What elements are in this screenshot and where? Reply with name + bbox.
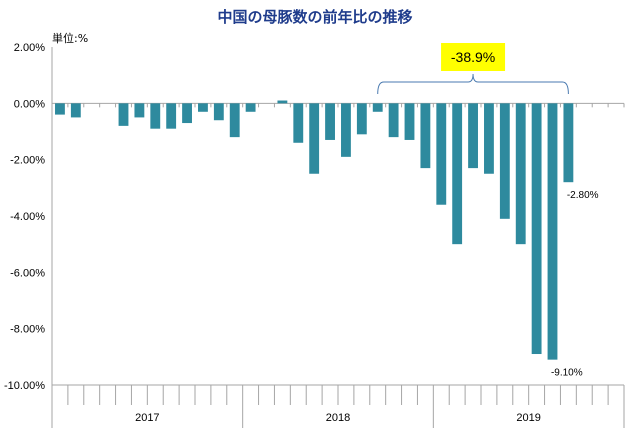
y-tick-label: -8.00%	[10, 324, 45, 336]
callout-layer: -38.9%	[377, 43, 569, 95]
bar	[420, 103, 431, 169]
callout-bracket	[377, 73, 569, 95]
bar	[134, 103, 145, 118]
chart-title: 中国の母豚数の前年比の推移	[217, 8, 413, 26]
bar	[325, 103, 335, 140]
bar	[515, 103, 526, 245]
callout-text: -38.9%	[451, 49, 495, 65]
y-tick-label: -10.00%	[4, 380, 45, 392]
data-label: -2.80%	[567, 190, 599, 201]
bar-layer	[55, 100, 574, 360]
bar	[563, 103, 574, 183]
bar	[198, 103, 208, 112]
y-tick-label: -2.00%	[10, 155, 45, 167]
bar	[499, 103, 510, 219]
year-label: 2018	[326, 412, 350, 424]
bar	[452, 103, 463, 245]
label-layer: 2.00% 0.00% -2.00% -4.00% -6.00% -8.00% -10.00…	[4, 42, 599, 424]
bar	[484, 103, 494, 174]
bar	[372, 103, 383, 112]
bar	[277, 100, 288, 104]
bar	[388, 103, 399, 138]
bar	[213, 103, 224, 121]
bar	[404, 103, 415, 140]
bar	[356, 103, 367, 135]
axis-layer	[51, 47, 625, 428]
bar	[309, 103, 320, 174]
y-tick-label: 0.00%	[14, 98, 45, 110]
bar	[150, 103, 161, 129]
callout-box	[441, 43, 506, 71]
year-label: 2017	[135, 412, 159, 424]
bar	[436, 103, 447, 205]
bar	[341, 103, 351, 157]
bar	[118, 103, 129, 126]
bar	[468, 103, 478, 169]
y-tick-label: -6.00%	[10, 267, 45, 279]
y-tick-label: 2.00%	[14, 42, 45, 54]
bar	[166, 103, 177, 129]
bar	[55, 103, 65, 115]
unit-label: 単位:%	[52, 32, 89, 45]
y-tick-label: -4.00%	[10, 211, 45, 223]
bar	[182, 103, 192, 124]
bar	[547, 103, 558, 360]
bar	[70, 103, 81, 118]
bar	[245, 103, 256, 112]
bar	[293, 103, 304, 143]
data-label: -9.10%	[551, 368, 583, 379]
bar	[229, 103, 240, 138]
bar	[531, 103, 542, 355]
year-label: 2019	[516, 412, 540, 424]
